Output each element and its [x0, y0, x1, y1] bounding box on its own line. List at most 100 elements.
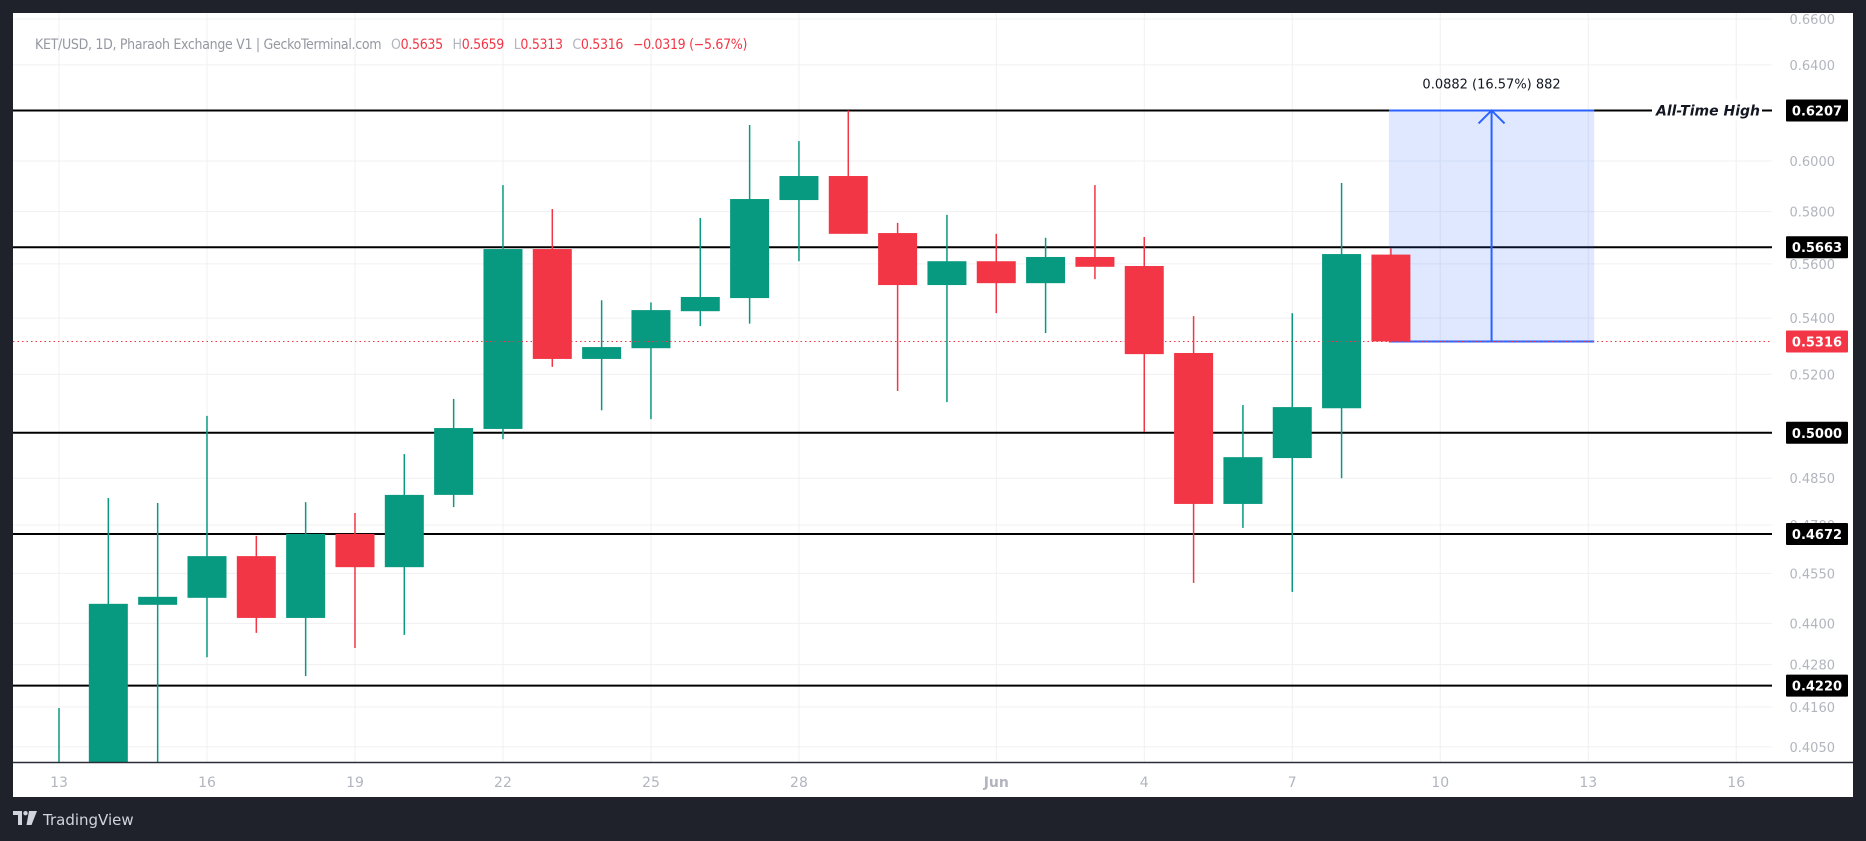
candle — [730, 124, 770, 324]
candlestick-chart[interactable]: All-Time High 0.66000.64000.60000.58000.… — [13, 13, 1853, 797]
price-tick-label: 0.4400 — [1790, 617, 1836, 632]
candle — [1371, 248, 1411, 343]
candle-body — [631, 310, 671, 349]
footer: TradingView — [13, 808, 134, 832]
badge-bg — [1786, 99, 1848, 122]
candle — [532, 209, 572, 367]
low-value: 0.5313 — [520, 37, 563, 53]
time-axis[interactable]: 13 16 19 22 25 28 Jun 4 7 10 13 16 — [13, 761, 1853, 792]
candle-body — [483, 249, 523, 429]
candle-body — [1322, 254, 1362, 409]
price-tick-label: 0.5200 — [1790, 368, 1836, 383]
time-tick-label: 22 — [494, 775, 512, 791]
candle — [631, 302, 671, 420]
price-level-badge: 0.4672 — [1786, 522, 1848, 545]
candle-body — [434, 428, 474, 495]
close-value: 0.5316 — [580, 37, 624, 53]
time-tick-label: 10 — [1431, 775, 1449, 791]
candle-body — [532, 249, 572, 359]
time-tick-label: 25 — [642, 775, 660, 791]
last-price-badge: 0.5316 — [1786, 330, 1848, 353]
candle-body — [828, 176, 868, 234]
candle-body — [1124, 266, 1164, 355]
price-axis[interactable]: 0.6600 0.6400 0.6000 0.5800 0.5600 0.5400 0.52… — [1422, 13, 1848, 756]
time-tick-label: 28 — [790, 775, 808, 791]
price-tick-label: 0.4050 — [1790, 741, 1836, 756]
price-tick-label: 0.6600 — [1790, 13, 1836, 28]
candle — [384, 454, 424, 635]
price-level-badge: 0.6207 — [1786, 99, 1848, 122]
price-tick-label: 0.6000 — [1790, 155, 1836, 170]
candle-body — [582, 347, 622, 359]
candle — [927, 214, 967, 403]
candle-body — [1174, 352, 1214, 504]
badge-text: 0.5000 — [1792, 427, 1842, 442]
measure-label: 0.0882 (16.57%) 882 — [1422, 77, 1560, 92]
badge-text: 0.6207 — [1792, 104, 1842, 119]
level-text: All-Time High — [1655, 103, 1760, 119]
measure-tool[interactable] — [1388, 109, 1595, 343]
candle-body — [680, 296, 720, 312]
candle-body — [976, 261, 1016, 284]
price-tick-label: 0.4850 — [1790, 472, 1836, 487]
candle-body — [335, 533, 375, 568]
badge-bg — [1786, 236, 1848, 259]
badge-bg — [1786, 522, 1848, 545]
candle-body — [236, 556, 276, 618]
candle-body — [1371, 254, 1411, 342]
candle-body — [730, 199, 770, 299]
candle-body — [88, 603, 128, 762]
price-tick-label: 0.5600 — [1790, 258, 1836, 273]
close-label: C — [572, 37, 581, 53]
time-tick-label: 19 — [346, 775, 364, 791]
candle — [236, 535, 276, 633]
candle — [1026, 237, 1066, 334]
change-value: −0.0319 (−5.67%) — [632, 37, 748, 53]
candle — [779, 141, 819, 262]
candle-body — [779, 176, 819, 201]
candle — [582, 300, 622, 411]
candle-body — [1223, 457, 1263, 504]
candles — [40, 110, 1411, 769]
time-tick-label: 13 — [1579, 775, 1597, 791]
level-text-bg — [1652, 100, 1762, 121]
price-tick-label: 0.4550 — [1790, 567, 1836, 582]
time-tick-label: 16 — [1727, 775, 1745, 791]
badge-text: 0.5316 — [1792, 335, 1842, 350]
candle — [1124, 236, 1164, 432]
time-tick-label: 16 — [198, 775, 216, 791]
symbol-info: KET/USD, 1D, Pharaoh Exchange V1 | Gecko… — [35, 37, 382, 53]
badge-bg — [1786, 421, 1848, 444]
time-tick-label: 13 — [50, 775, 68, 791]
candle — [286, 502, 326, 677]
price-tick-label: 0.4160 — [1790, 701, 1836, 716]
candle-body — [286, 533, 326, 618]
time-tick-label: Jun — [983, 775, 1009, 791]
candle — [335, 513, 375, 648]
candle — [1075, 185, 1115, 280]
candle — [434, 398, 474, 508]
candle-body — [1272, 407, 1312, 459]
candle — [88, 498, 128, 762]
brand-name[interactable]: TradingView — [43, 811, 134, 829]
price-tick-label: 0.4280 — [1790, 659, 1836, 674]
price-tick-label: 0.5800 — [1790, 206, 1836, 221]
high-value: 0.5659 — [461, 37, 505, 53]
candle — [483, 185, 523, 440]
candle — [1272, 313, 1312, 592]
badge-text: 0.5663 — [1792, 241, 1842, 256]
candle — [1322, 183, 1362, 479]
candle — [976, 233, 1016, 314]
tradingview-logo-icon[interactable] — [13, 811, 37, 829]
symbol-legend: KET/USD, 1D, Pharaoh Exchange V1 | Gecko… — [35, 37, 747, 53]
chart-panel[interactable]: All-Time High 0.6600 0.6400 0.6000 0.5800 0.… — [13, 13, 1853, 797]
candle — [680, 218, 720, 327]
candle — [187, 415, 227, 658]
candle-body — [1026, 256, 1066, 284]
candle-body — [40, 767, 79, 769]
arrow-up-icon — [1477, 109, 1506, 125]
badge-text: 0.4220 — [1792, 680, 1842, 695]
candle — [828, 110, 868, 234]
badge-bg — [1786, 330, 1848, 353]
price-level-badge: 0.5000 — [1786, 421, 1848, 444]
